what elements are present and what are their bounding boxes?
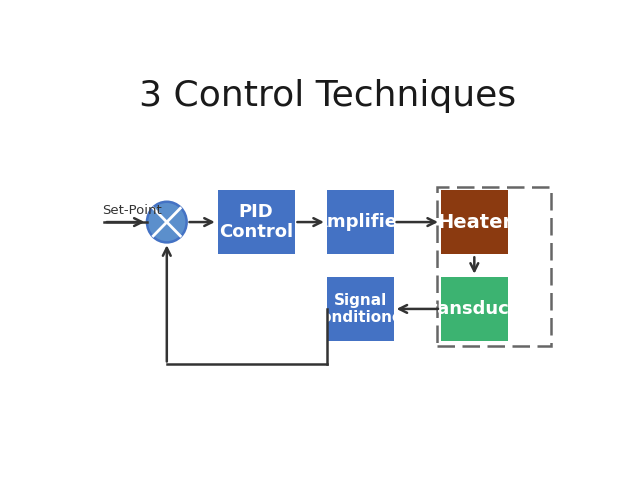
Text: Transducer: Transducer xyxy=(419,300,531,318)
FancyBboxPatch shape xyxy=(327,276,394,341)
FancyBboxPatch shape xyxy=(441,276,508,341)
Text: Heater: Heater xyxy=(436,213,512,231)
Text: PID
Control: PID Control xyxy=(219,203,293,241)
Text: Signal
Conditioner: Signal Conditioner xyxy=(310,293,410,325)
FancyBboxPatch shape xyxy=(218,190,294,254)
FancyBboxPatch shape xyxy=(441,190,508,254)
FancyBboxPatch shape xyxy=(327,190,394,254)
Ellipse shape xyxy=(147,202,187,242)
Text: Set-Point: Set-Point xyxy=(102,204,162,217)
Bar xyxy=(437,187,551,346)
Text: 3 Control Techniques: 3 Control Techniques xyxy=(140,79,516,113)
Text: Amplifier: Amplifier xyxy=(314,213,406,231)
